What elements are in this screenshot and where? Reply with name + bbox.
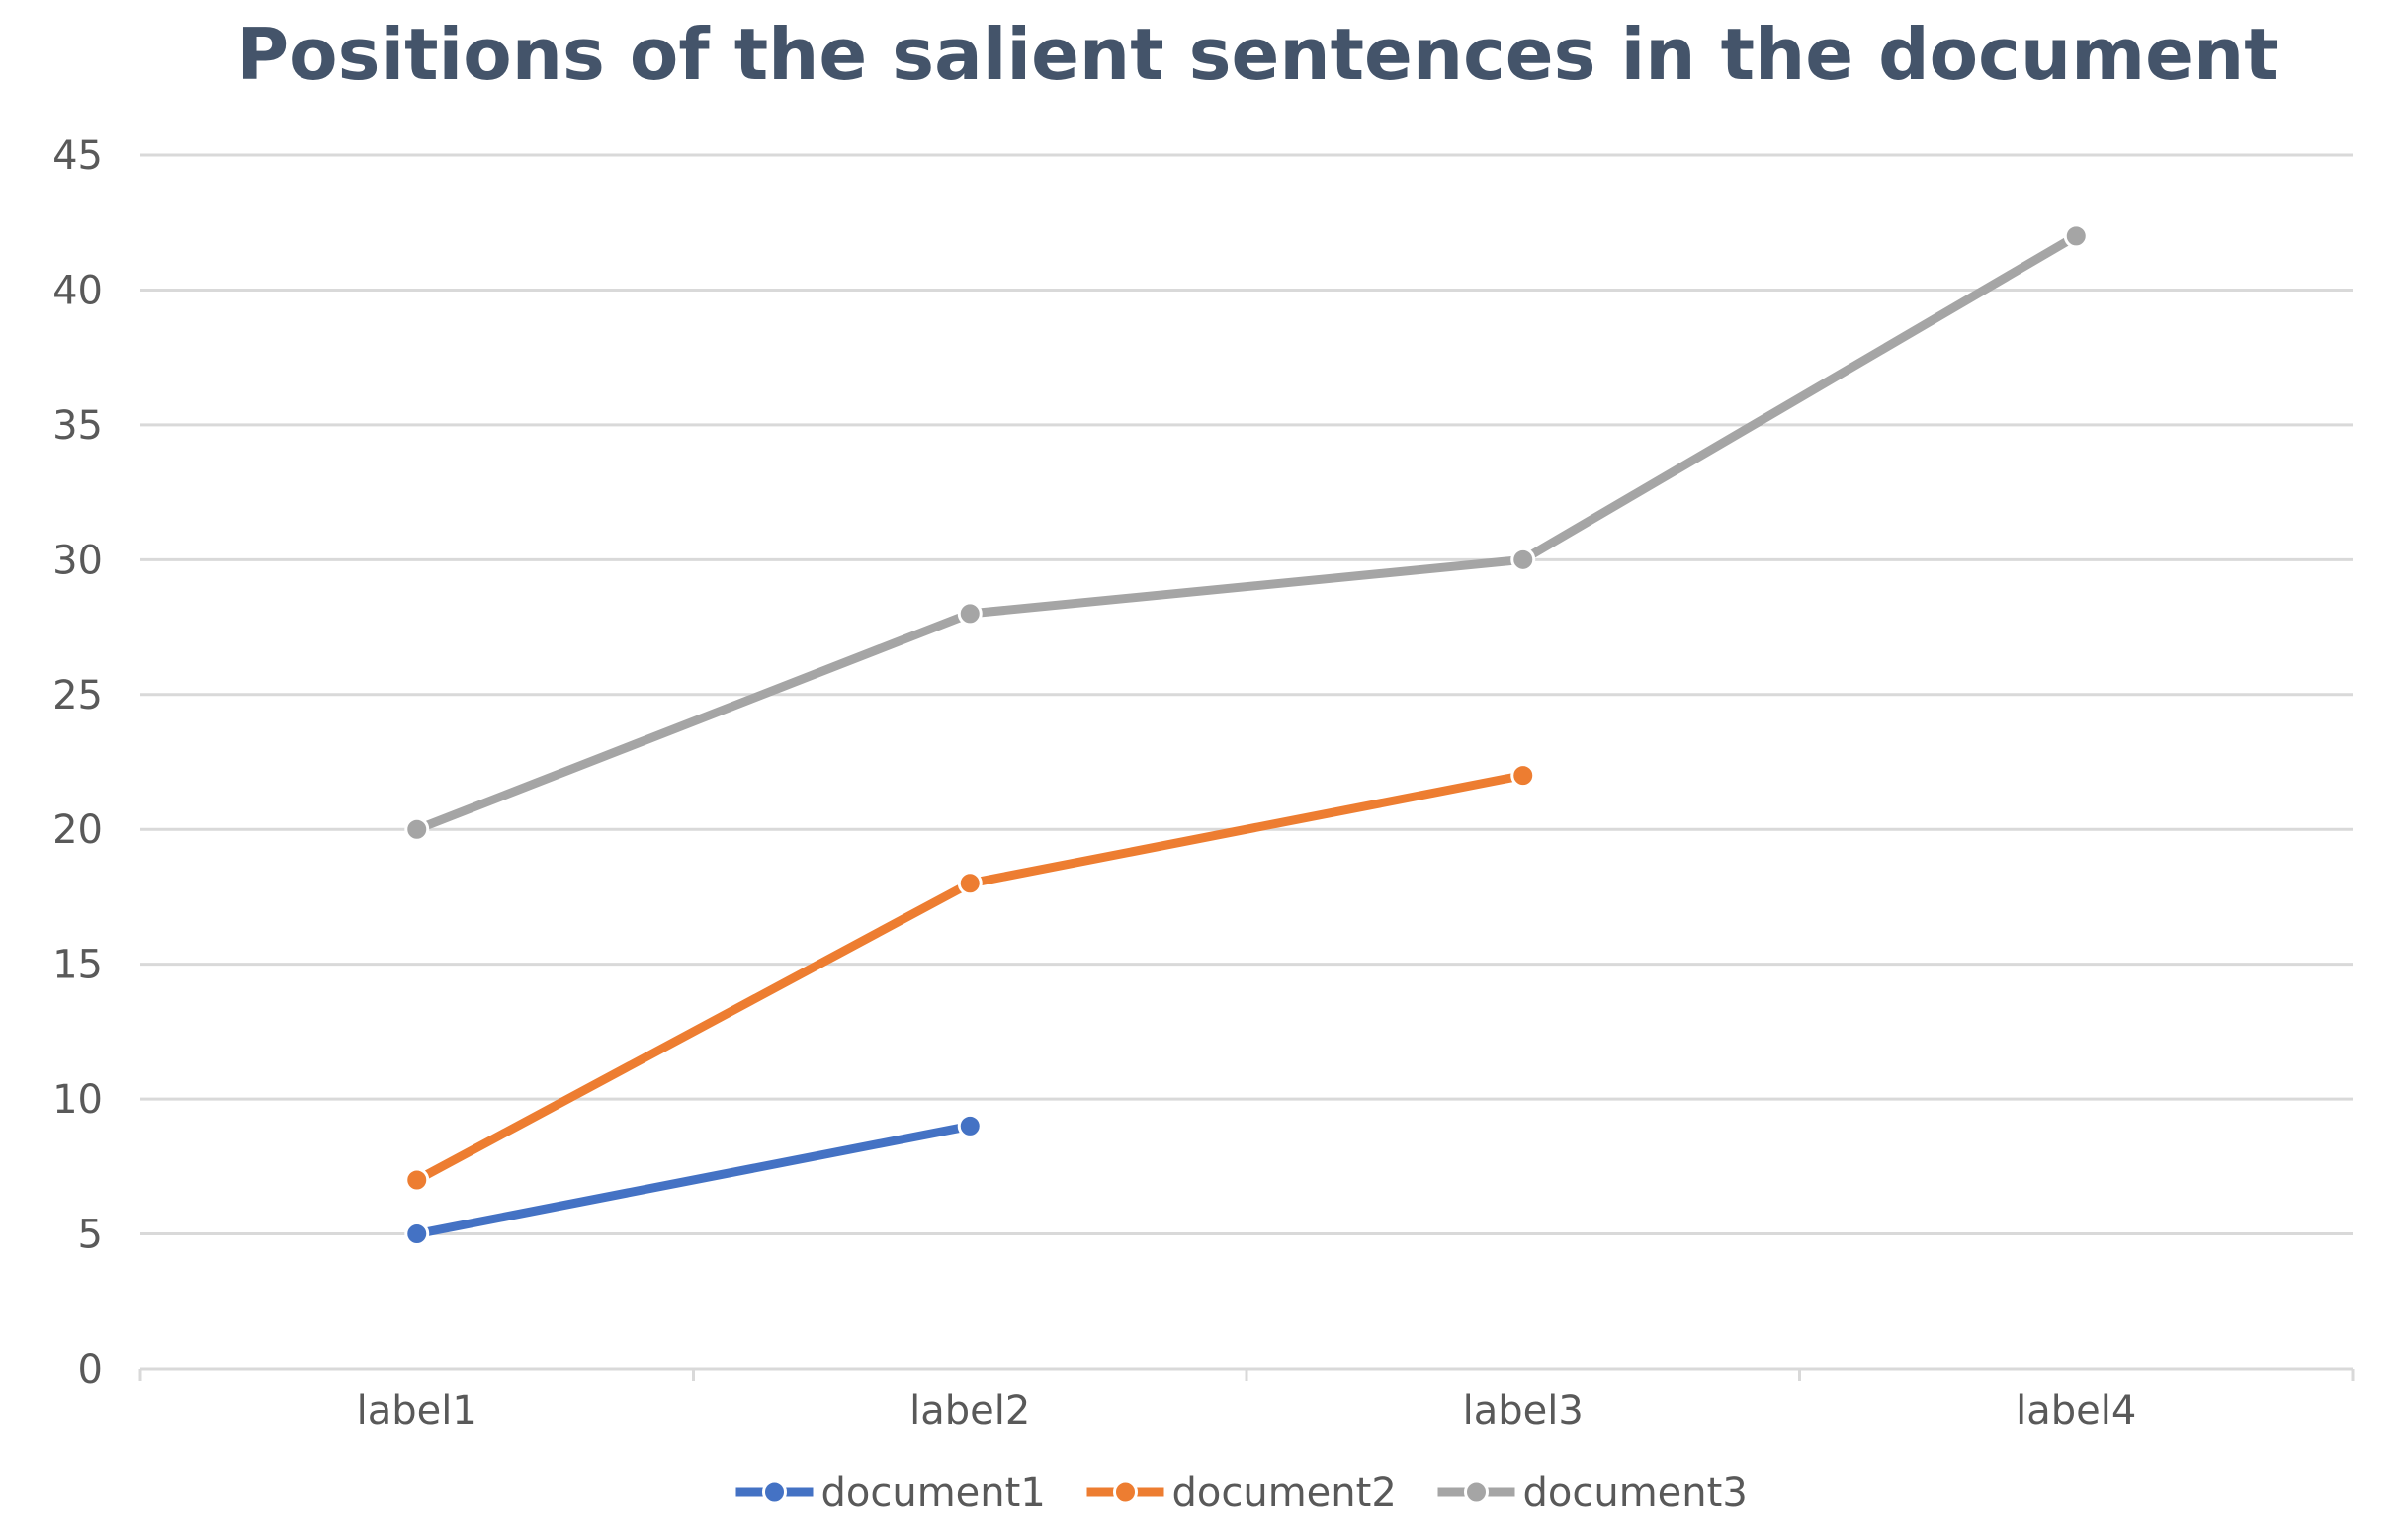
x-tick-label: label2 xyxy=(909,1389,1030,1434)
y-tick-label: 25 xyxy=(52,673,103,718)
y-tick-label: 35 xyxy=(52,403,103,449)
y-tick-label: 0 xyxy=(78,1347,103,1392)
data-point xyxy=(404,1221,430,1247)
y-tick-label: 10 xyxy=(52,1077,103,1123)
legend-label: document3 xyxy=(1523,1471,1748,1515)
y-tick-label: 45 xyxy=(52,133,103,179)
x-tick-label: label1 xyxy=(357,1389,477,1434)
legend-swatch-marker xyxy=(1464,1479,1489,1505)
x-axis: label1 label2 label3 label4 xyxy=(138,1367,2355,1434)
legend-swatch-marker xyxy=(1113,1479,1138,1505)
y-axis-ticks: 0 5 10 15 20 25 30 35 40 45 xyxy=(52,133,103,1392)
legend-swatch-marker xyxy=(762,1479,787,1505)
data-point xyxy=(404,1167,430,1193)
gridlines xyxy=(140,153,2353,1236)
x-tick-label: label3 xyxy=(1463,1389,1584,1434)
legend-label: document1 xyxy=(821,1471,1046,1515)
y-tick-label: 20 xyxy=(52,807,103,853)
data-point xyxy=(1510,763,1536,789)
y-tick-label: 5 xyxy=(78,1213,103,1258)
legend-label: document2 xyxy=(1172,1471,1397,1515)
y-tick-label: 30 xyxy=(52,538,103,583)
legend: document1 document2 document3 xyxy=(735,1471,1748,1515)
data-point xyxy=(957,871,983,896)
series-line-document1 xyxy=(412,1121,975,1239)
data-point xyxy=(1510,547,1536,572)
data-point xyxy=(2063,223,2089,249)
chart-title: Positions of the salient sentences in th… xyxy=(236,13,2278,96)
series-group xyxy=(404,223,2089,1247)
x-tick-label: label4 xyxy=(2016,1389,2136,1434)
data-point xyxy=(957,1113,983,1138)
data-point xyxy=(957,601,983,627)
series-line-document3 xyxy=(412,231,2081,834)
y-tick-label: 40 xyxy=(52,268,103,313)
data-point xyxy=(404,816,430,842)
y-tick-label: 15 xyxy=(52,943,103,988)
